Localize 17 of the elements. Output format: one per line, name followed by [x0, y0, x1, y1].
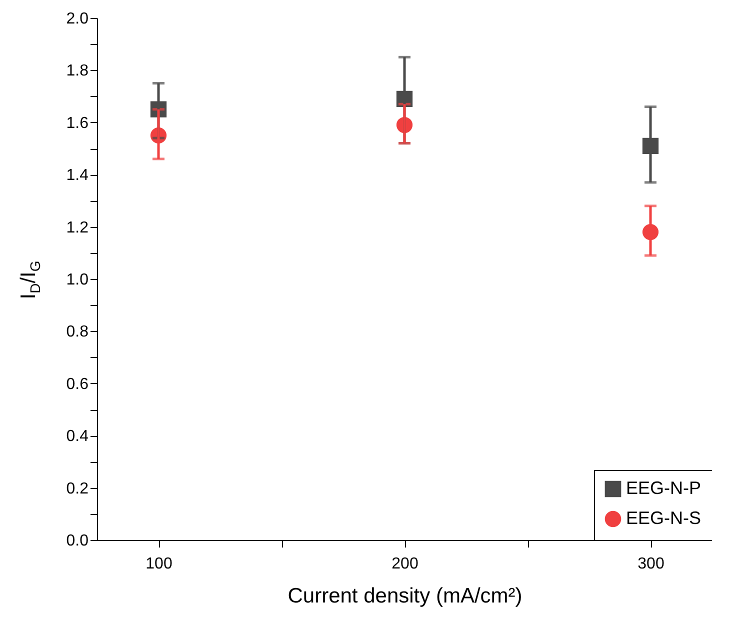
- y-tick-label: 1.0: [66, 272, 89, 288]
- y-tick-label: 0.8: [66, 324, 89, 341]
- y-tick-label: 0.6: [66, 376, 89, 393]
- y-tick-label: 0.4: [66, 428, 89, 446]
- x-tick-label: 100: [146, 556, 172, 572]
- y-tick-label: 0.0: [66, 532, 89, 550]
- legend-label: EEG-N-S: [626, 508, 702, 528]
- x-tick-label: 300: [638, 556, 664, 572]
- y-tick-label: 2.0: [66, 10, 89, 28]
- legend-label: EEG-N-P: [626, 478, 702, 498]
- y-tick-label: 1.6: [66, 114, 89, 132]
- y-tick-label: 1.2: [66, 219, 89, 236]
- x-axis-title: Current density (mA/cm²): [288, 584, 522, 608]
- x-tick-label: 200: [392, 556, 418, 572]
- y-tick-label: 1.4: [66, 167, 89, 184]
- y-tick-label: 0.2: [66, 480, 89, 498]
- y-tick-label: 1.8: [66, 62, 89, 80]
